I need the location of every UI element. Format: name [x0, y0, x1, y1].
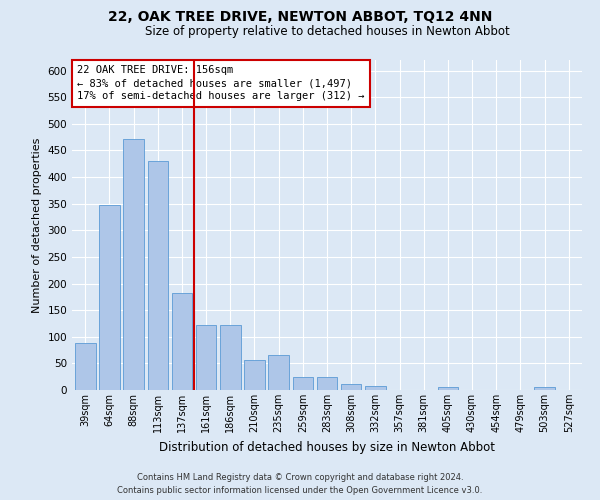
Text: 22 OAK TREE DRIVE: 156sqm
← 83% of detached houses are smaller (1,497)
17% of se: 22 OAK TREE DRIVE: 156sqm ← 83% of detac… — [77, 65, 365, 102]
Text: 22, OAK TREE DRIVE, NEWTON ABBOT, TQ12 4NN: 22, OAK TREE DRIVE, NEWTON ABBOT, TQ12 4… — [108, 10, 492, 24]
Bar — [148, 161, 168, 390]
Bar — [341, 384, 361, 390]
Bar — [534, 388, 555, 390]
Bar — [124, 139, 144, 390]
X-axis label: Distribution of detached houses by size in Newton Abbot: Distribution of detached houses by size … — [159, 440, 495, 454]
Y-axis label: Number of detached properties: Number of detached properties — [32, 138, 42, 312]
Bar — [172, 292, 192, 390]
Bar — [75, 343, 95, 390]
Bar — [220, 325, 241, 390]
Bar — [244, 360, 265, 390]
Bar — [317, 376, 337, 390]
Title: Size of property relative to detached houses in Newton Abbot: Size of property relative to detached ho… — [145, 25, 509, 38]
Bar — [268, 356, 289, 390]
Bar — [99, 205, 120, 390]
Bar — [196, 325, 217, 390]
Bar — [365, 386, 386, 390]
Text: Contains HM Land Registry data © Crown copyright and database right 2024.
Contai: Contains HM Land Registry data © Crown c… — [118, 474, 482, 495]
Bar — [293, 376, 313, 390]
Bar — [437, 388, 458, 390]
